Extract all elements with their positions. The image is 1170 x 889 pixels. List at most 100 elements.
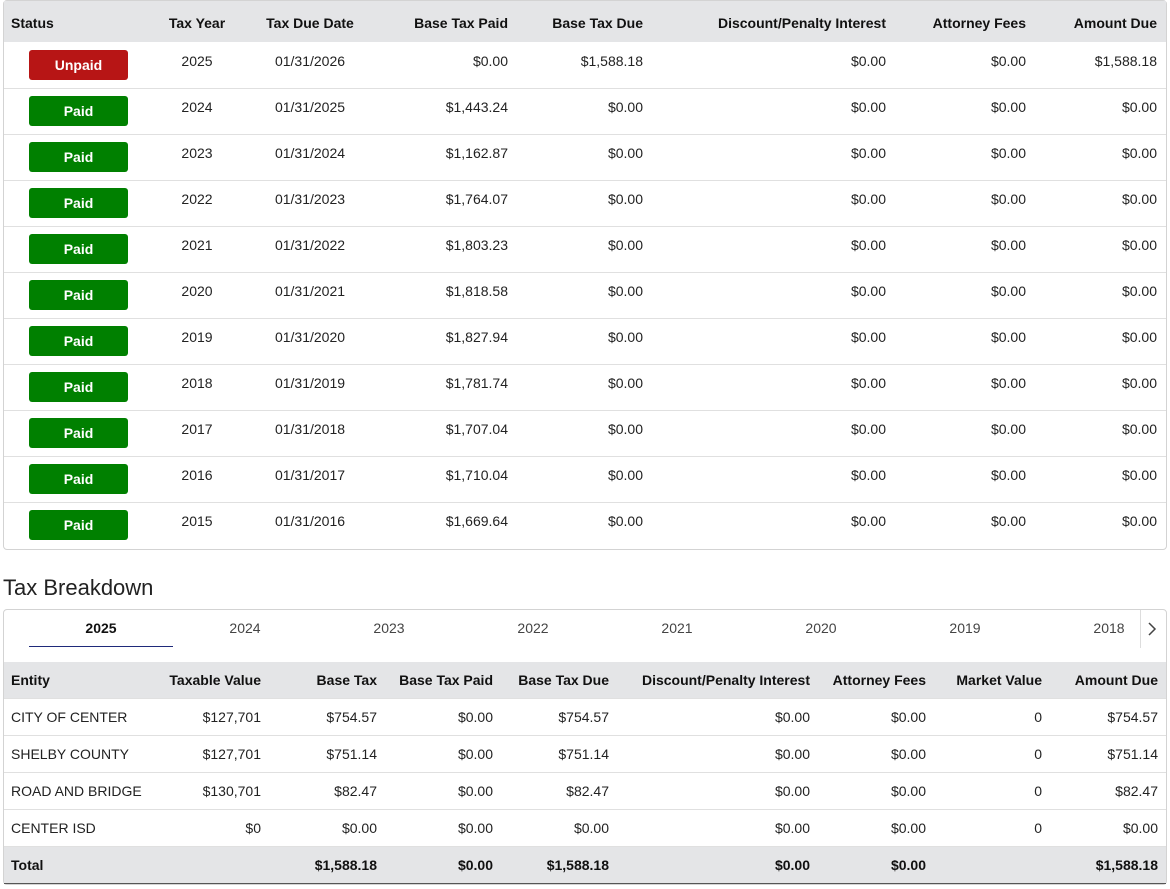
cell: $1,764.07 (445, 191, 508, 207)
cell: $0.00 (990, 467, 1026, 483)
status-badge[interactable]: Paid (29, 280, 128, 310)
cell: $0.00 (607, 329, 643, 345)
cell: ROAD AND BRIDGE (11, 783, 142, 799)
cell: $0.00 (1121, 467, 1157, 483)
cell: $0.00 (890, 746, 926, 762)
history-header (4, 1, 1166, 42)
cell: 2015 (181, 513, 213, 529)
cell: CENTER ISD (11, 820, 96, 836)
cell: 2024 (181, 99, 213, 115)
next-tab-arrow[interactable] (1146, 621, 1158, 637)
row-divider (4, 410, 1166, 411)
total-cell: $1,588.18 (546, 857, 609, 873)
cell: $0.00 (607, 421, 643, 437)
cell: $0.00 (607, 513, 643, 529)
cell: $0.00 (850, 237, 886, 253)
row-divider (4, 364, 1166, 365)
cell: 2020 (181, 283, 213, 299)
status-badge[interactable]: Paid (29, 418, 128, 448)
row-divider (4, 772, 1166, 773)
total-cell: $0.00 (890, 857, 926, 873)
year-tab[interactable]: 2022 (517, 620, 549, 636)
cell: $0.00 (850, 467, 886, 483)
cell: $0.00 (850, 513, 886, 529)
cell: $0.00 (573, 820, 609, 836)
cell: $0.00 (607, 145, 643, 161)
status-badge[interactable]: Paid (29, 326, 128, 356)
cell: $127,701 (202, 746, 261, 762)
divider (1140, 610, 1141, 648)
column-header: Base Tax Paid (414, 15, 508, 31)
cell: 0 (1034, 783, 1042, 799)
total-cell: $0.00 (457, 857, 493, 873)
cell: 01/31/2018 (274, 421, 346, 437)
cell: 01/31/2017 (274, 467, 346, 483)
column-header: Base Tax Due (552, 15, 643, 31)
row-divider (4, 88, 1166, 89)
cell: 0 (1034, 709, 1042, 725)
cell: $127,701 (202, 709, 261, 725)
cell: $0.00 (990, 513, 1026, 529)
column-header: Base Tax (316, 672, 377, 688)
cell: $82.47 (1115, 783, 1158, 799)
breakdown-header (4, 662, 1166, 698)
cell: $0.00 (990, 283, 1026, 299)
cell: 2019 (181, 329, 213, 345)
year-tab[interactable]: 2023 (373, 620, 405, 636)
cell: $1,710.04 (445, 467, 508, 483)
history-table (3, 0, 1167, 550)
column-header: Amount Due (1073, 15, 1157, 31)
status-badge[interactable]: Paid (29, 188, 128, 218)
cell: $130,701 (202, 783, 261, 799)
cell: $0.00 (850, 421, 886, 437)
cell: $0.00 (1121, 145, 1157, 161)
cell: $0.00 (990, 329, 1026, 345)
cell: $0.00 (990, 53, 1026, 69)
column-header: Tax Due Date (266, 15, 354, 31)
year-tab[interactable]: 2024 (229, 620, 261, 636)
cell: 0 (1034, 820, 1042, 836)
cell: $754.57 (1107, 709, 1158, 725)
status-badge[interactable]: Paid (29, 96, 128, 126)
status-badge[interactable]: Unpaid (29, 50, 128, 80)
year-tab[interactable]: 2021 (661, 620, 693, 636)
row-divider (4, 456, 1166, 457)
cell: $0.00 (850, 191, 886, 207)
cell: $0.00 (457, 746, 493, 762)
active-tab-underline (29, 646, 173, 647)
row-divider (4, 809, 1166, 810)
cell: $1,443.24 (445, 99, 508, 115)
status-badge[interactable]: Paid (29, 142, 128, 172)
status-badge[interactable]: Paid (29, 234, 128, 264)
cell: $0.00 (890, 820, 926, 836)
cell: $0.00 (607, 237, 643, 253)
status-badge[interactable]: Paid (29, 464, 128, 494)
year-tab[interactable]: 2020 (805, 620, 837, 636)
row-divider (4, 226, 1166, 227)
cell: $0.00 (850, 53, 886, 69)
year-tab[interactable]: 2025 (85, 620, 117, 636)
column-header: Base Tax Paid (399, 672, 493, 688)
cell: $0.00 (457, 783, 493, 799)
cell: 2025 (181, 53, 213, 69)
year-tab[interactable]: 2018 (1093, 620, 1125, 636)
cell: $751.14 (558, 746, 609, 762)
cell: $0.00 (1122, 820, 1158, 836)
cell: $0.00 (607, 283, 643, 299)
cell: $0.00 (1121, 421, 1157, 437)
cell: 2016 (181, 467, 213, 483)
section-title: Tax Breakdown (3, 575, 154, 600)
cell: $1,162.87 (445, 145, 508, 161)
status-badge[interactable]: Paid (29, 510, 128, 540)
cell: $0.00 (607, 467, 643, 483)
cell: $0.00 (1121, 99, 1157, 115)
year-tab[interactable]: 2019 (949, 620, 981, 636)
cell: 01/31/2021 (274, 283, 346, 299)
cell: $1,588.18 (1094, 53, 1157, 69)
cell: $0.00 (607, 99, 643, 115)
cell: 2018 (181, 375, 213, 391)
column-header: Entity (11, 672, 50, 688)
column-header: Discount/Penalty Interest (717, 15, 886, 31)
cell: $0.00 (850, 145, 886, 161)
status-badge[interactable]: Paid (29, 372, 128, 402)
